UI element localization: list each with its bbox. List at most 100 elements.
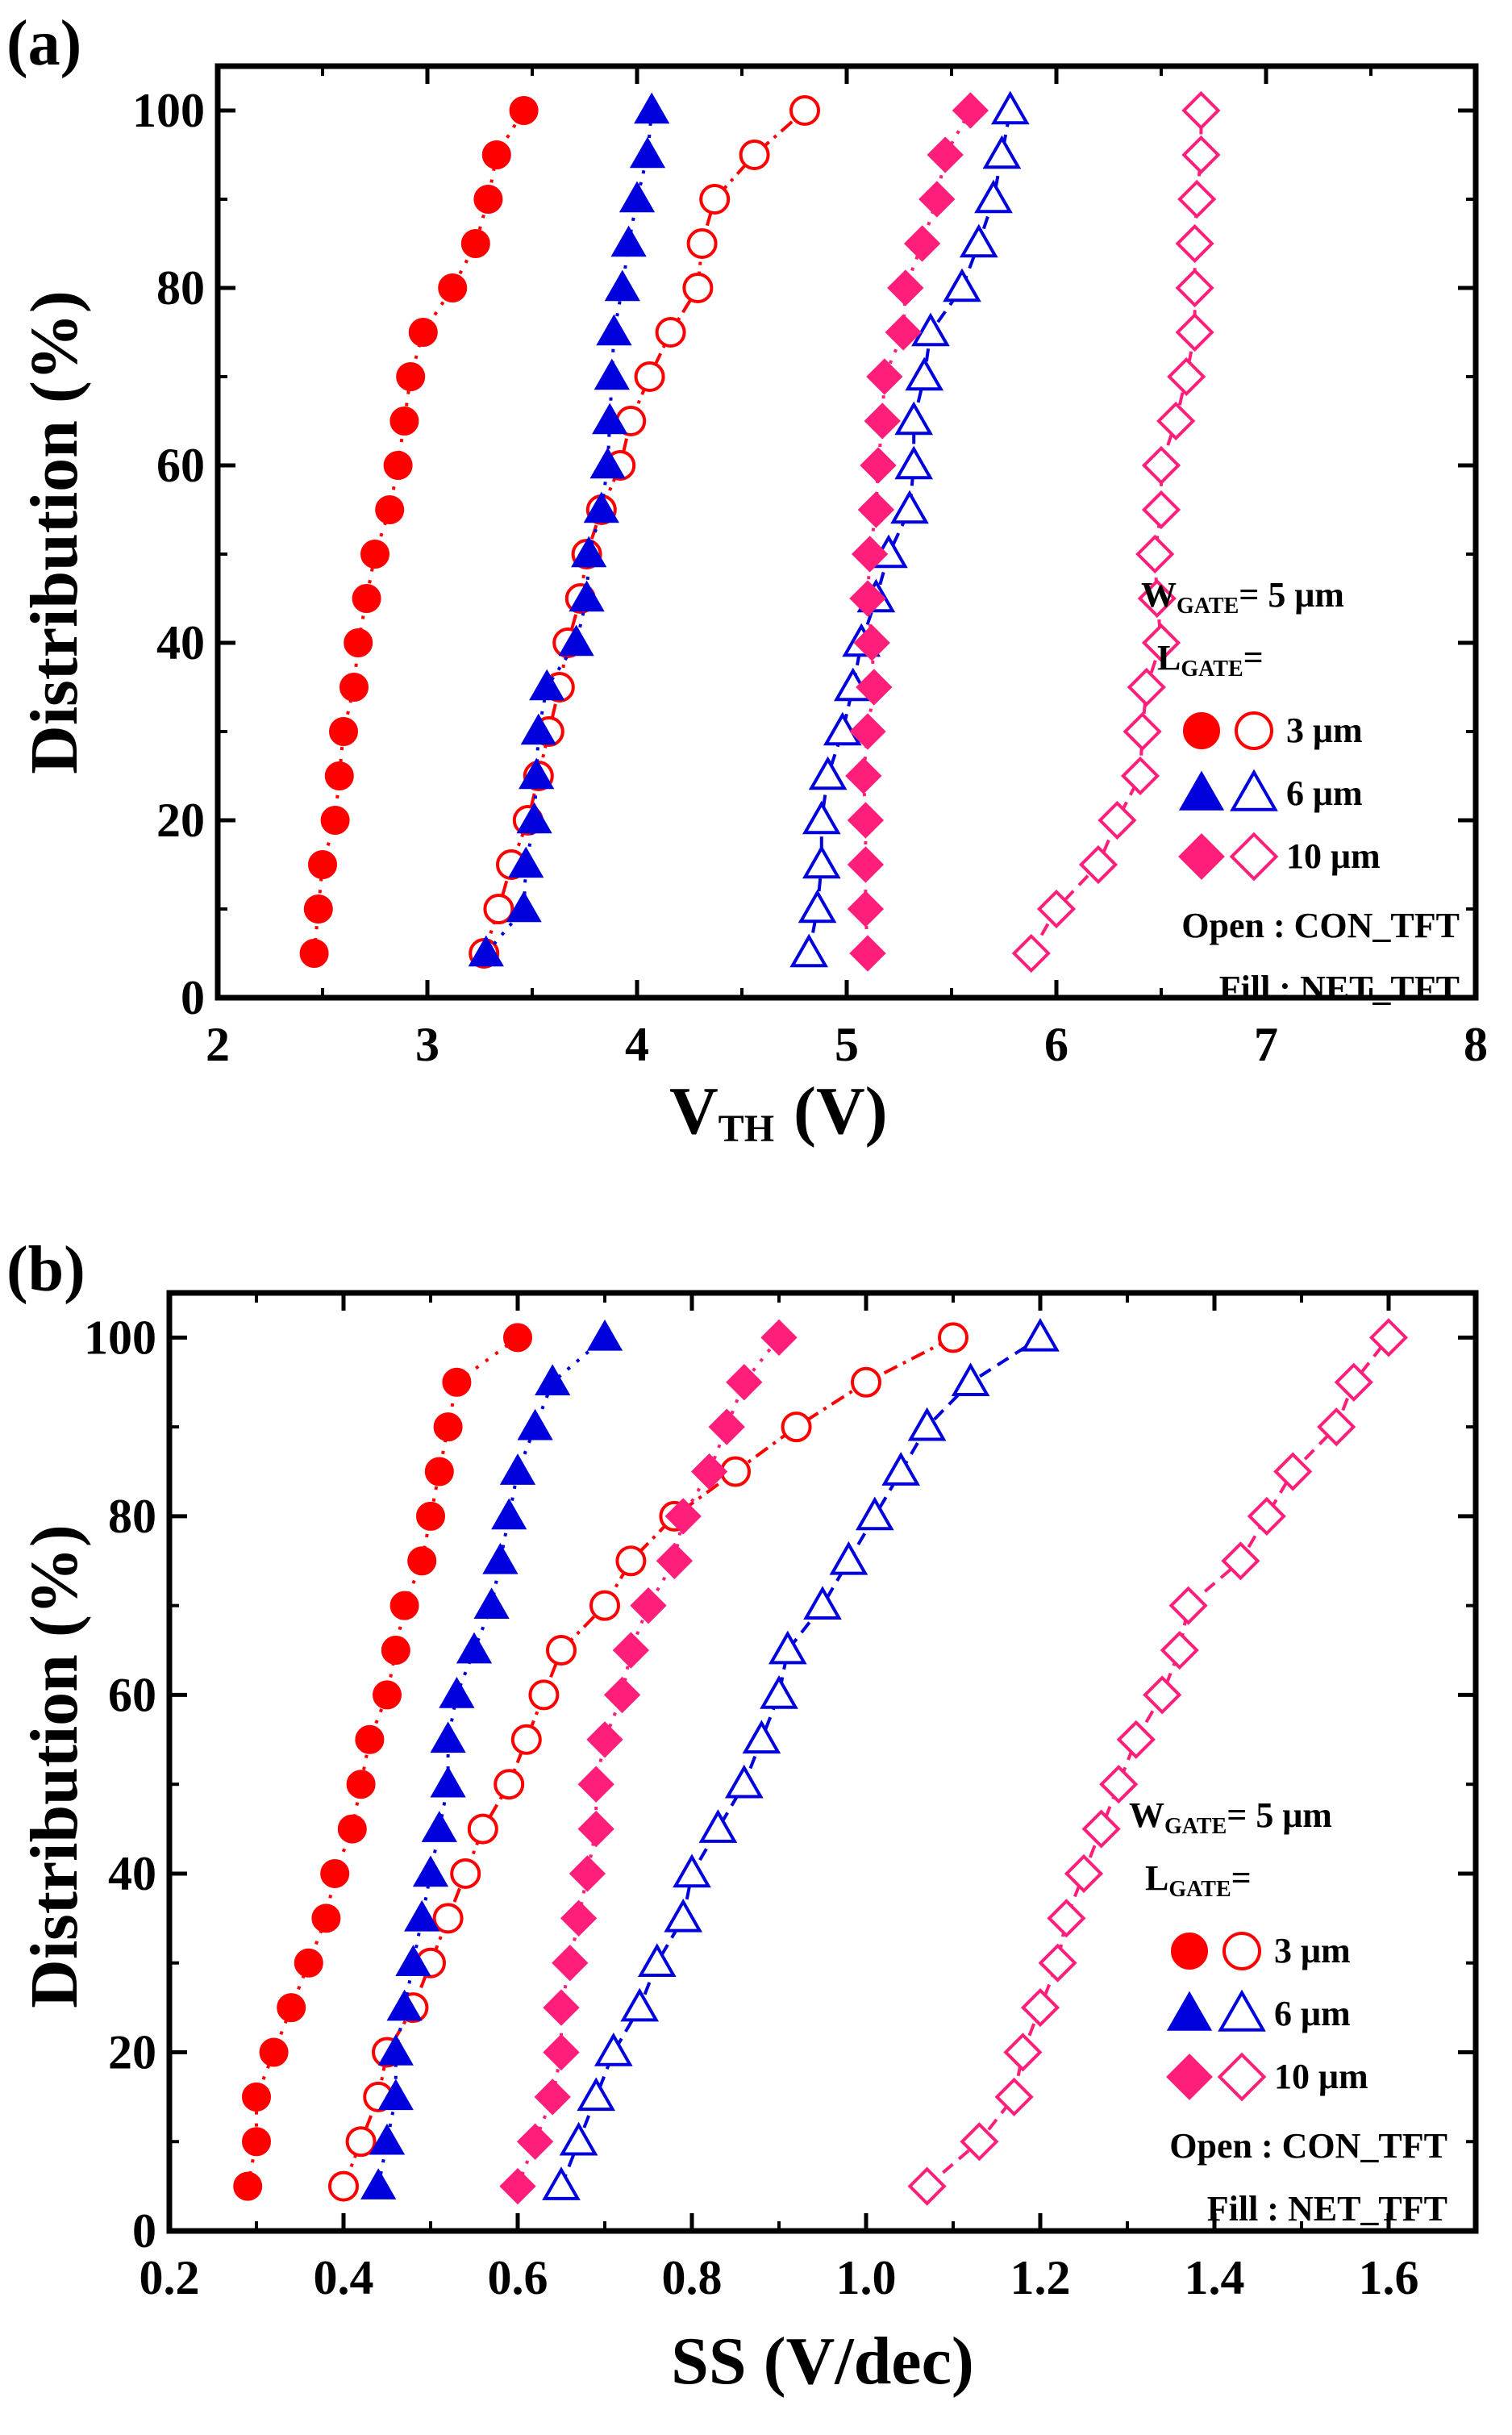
panel-b-data-point <box>499 2167 536 2205</box>
panel-b-data-point <box>534 2079 571 2116</box>
panel-a-legend-marker-open <box>1230 769 1278 811</box>
panel-a-x-tick-label: 6 <box>1044 1018 1068 1071</box>
panel-b-y-tick-label: 100 <box>84 1311 156 1364</box>
panel-a-data-point <box>1127 667 1166 707</box>
panel-a-legend-open-note: Open : CON_TFT <box>1181 906 1460 945</box>
panel-b-data-point <box>1160 1630 1199 1670</box>
panel-b-plot-frame <box>166 1290 1479 2234</box>
panel-b-data-point <box>1099 1765 1139 1804</box>
panel-a-series-0 <box>299 96 539 968</box>
panel-a-data-point <box>506 890 542 923</box>
panel-b-data-point <box>698 1809 738 1843</box>
panel-a-data-point <box>1123 711 1162 752</box>
panel-b-data-point <box>543 2033 580 2071</box>
panel-b-data-point <box>328 2170 359 2202</box>
panel-b-legend: WGATE= 5 μm LGATE= 3 μm 6 μm 10 μm Open : CON… <box>1129 1795 1447 2229</box>
panel-a-data-point <box>619 181 656 213</box>
panel-b-data-point <box>586 1319 623 1351</box>
panel-a-data-point <box>890 490 929 524</box>
panel-a-data-point <box>1036 889 1077 929</box>
panel-b-data-point <box>510 1724 542 1755</box>
panel-b-data-point <box>1143 1675 1182 1715</box>
panel-b-data-point <box>360 2168 397 2199</box>
panel-a-data-point <box>1078 844 1118 885</box>
panel-b-data-point <box>432 1903 464 1934</box>
panel-a-data-point <box>943 268 981 302</box>
panel-b-data-point <box>594 2033 633 2066</box>
panel-b-data-point <box>630 1587 667 1624</box>
panel-a-legend-marker-filled <box>1183 712 1220 749</box>
panel-a-x-tick-label: 5 <box>835 1018 859 1071</box>
panel-b-data-point <box>386 1989 423 2021</box>
panel-b-data-point <box>612 1632 650 1669</box>
panel-a-data-point <box>1120 756 1160 796</box>
panel-b-legend-marker-filled <box>1171 1933 1208 1970</box>
panel-a-data-point <box>927 136 964 173</box>
panel-b-data-point <box>355 1724 385 1754</box>
panel-a-data-point <box>375 495 405 524</box>
panel-b-data-point <box>1021 1317 1060 1352</box>
panel-b-series-5 <box>907 1318 1409 2206</box>
panel-b-data-point <box>577 1810 614 1848</box>
panel-b-legend-size: 6 μm <box>1274 1994 1351 2033</box>
panel-a-data-point <box>887 269 924 306</box>
panel-b-data-point <box>760 1674 798 1709</box>
panel-a-legend-l-gate: LGATE= <box>1157 638 1264 682</box>
panel-b-data-point <box>1168 1586 1208 1625</box>
panel-b-series-0 <box>233 1323 532 2201</box>
panel-a-legend-size: 6 μm <box>1286 773 1363 813</box>
panel-b-data-point <box>569 1855 606 1892</box>
panel-b-data-point <box>1116 1720 1156 1759</box>
panel-a-data-point <box>864 402 901 440</box>
panel-a-data-point <box>959 223 998 258</box>
panel-b-data-point <box>369 2123 406 2155</box>
panel-a-data-point <box>352 584 381 613</box>
panel-b-data-point <box>377 2034 414 2066</box>
panel-b-data-point <box>433 1412 463 1442</box>
panel-a-data-point <box>596 314 632 346</box>
panel-a-x-tick-label: 4 <box>625 1018 649 1071</box>
panel-a-data-point <box>610 225 647 257</box>
panel-b-data-point <box>346 1770 376 1799</box>
panel-a-series-3 <box>789 90 1030 968</box>
panel-b-data-point <box>951 1362 990 1397</box>
panel-b-data-point <box>542 2166 581 2200</box>
panel-b-x-tick-label: 0.6 <box>488 2251 548 2304</box>
panel-b-data-point <box>552 1945 589 1982</box>
panel-a-data-point <box>1167 356 1206 397</box>
panel-b-data-point <box>673 1853 711 1888</box>
panel-a-data-point <box>1141 490 1181 530</box>
panel-a-data-point <box>571 536 607 568</box>
panel-a-data-point <box>516 802 552 834</box>
panel-a-data-point <box>520 713 556 745</box>
panel-a-data-point <box>990 90 1030 125</box>
panel-b-data-point <box>577 2077 616 2112</box>
panel-b-data-point <box>242 2082 271 2112</box>
panel-a-data-point <box>473 185 503 214</box>
panel-b-data-point <box>1064 1853 1104 1894</box>
panel-a-x-axis-title: VTH (V) <box>669 1074 888 1150</box>
panel-b-legend-open-note: Open : CON_TFT <box>1169 2126 1447 2166</box>
panel-b-data-point <box>960 2122 999 2162</box>
panel-a-legend-fill-note: Fill : NET_TFT <box>1219 969 1460 1008</box>
panel-a-data-point <box>860 447 897 484</box>
panel-b-data-point <box>395 1945 431 1977</box>
panel-b-data-point <box>1221 1541 1260 1581</box>
panel-b-data-point <box>467 1813 498 1845</box>
panel-b-x-tick-label: 0.2 <box>140 2251 200 2304</box>
panel-b-data-point <box>259 2037 289 2067</box>
panel-a-data-point <box>857 491 895 528</box>
panel-b-data-point <box>482 1542 519 1574</box>
panel-a-y-tick-label: 40 <box>156 616 205 669</box>
panel-a-series-5 <box>1011 90 1221 974</box>
panel-b-y-tick-label: 60 <box>108 1668 156 1721</box>
panel-a-data-point <box>519 757 555 790</box>
panel-a-data-point <box>699 184 731 215</box>
panel-b-data-point <box>1020 1988 1060 2028</box>
panel-b-data-point <box>615 1545 647 1577</box>
panel-b-axes: 0.2 0.4 0.6 0.8 1.0 1.2 1.4 1.6 0 20 40 60 80 100 <box>84 1293 1476 2304</box>
panel-b-data-point <box>603 1676 641 1714</box>
panel-b-data-point <box>373 1680 402 1710</box>
